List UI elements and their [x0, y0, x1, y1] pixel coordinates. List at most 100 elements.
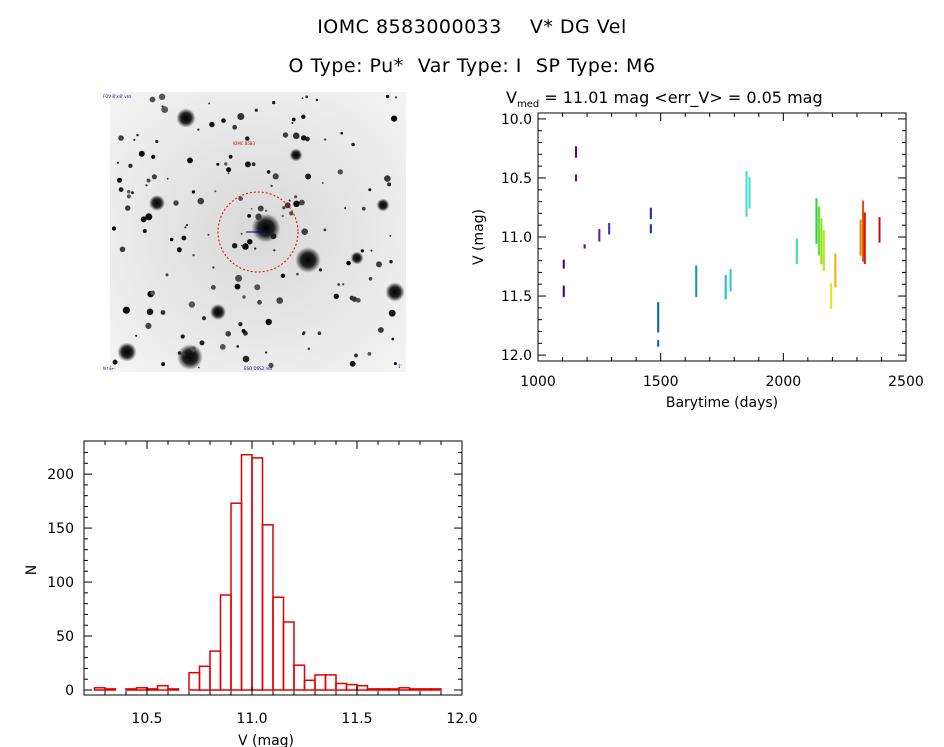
lc-point — [863, 233, 866, 236]
lc-point — [862, 231, 865, 234]
lc-point — [834, 281, 837, 284]
histogram-bar — [272, 596, 285, 691]
lc-point — [863, 247, 866, 250]
lc-point-group — [575, 174, 578, 182]
lc-point — [745, 196, 748, 199]
lc-point — [817, 243, 820, 246]
lc-point — [863, 220, 866, 223]
lc-point — [834, 265, 837, 268]
lc-point — [748, 192, 751, 195]
lc-point — [724, 291, 727, 294]
lc-point — [817, 237, 820, 240]
lc-point — [745, 187, 748, 190]
lc-point — [724, 296, 727, 299]
lc-point — [862, 249, 865, 252]
lc-point — [862, 211, 865, 214]
lc-point — [863, 230, 866, 233]
lc-point — [608, 229, 611, 232]
lc-point — [859, 253, 862, 256]
lc-point — [815, 199, 818, 202]
lc-point — [862, 217, 865, 220]
light-curve-ylabel: V (mag) — [471, 209, 487, 265]
star — [118, 187, 124, 193]
lc-point — [834, 282, 837, 285]
lc-point — [729, 277, 732, 280]
lc-point — [608, 224, 611, 227]
star — [384, 175, 391, 182]
star — [351, 296, 358, 302]
lc-point-group — [657, 302, 660, 333]
lc-point — [608, 223, 611, 226]
lc-point — [724, 286, 727, 289]
star — [237, 113, 245, 120]
lc-point — [878, 235, 881, 238]
star — [209, 121, 215, 128]
lc-point-group — [583, 244, 586, 249]
lc-point — [830, 291, 833, 294]
lc-point — [878, 224, 881, 227]
lc-point — [745, 200, 748, 203]
star — [151, 174, 157, 180]
lc-point — [608, 231, 611, 234]
lc-point — [817, 216, 820, 219]
lc-point — [820, 256, 823, 259]
star — [257, 299, 262, 305]
lc-point — [657, 330, 660, 333]
lc-point — [748, 181, 751, 184]
lc-point — [822, 230, 825, 233]
lc-point — [862, 256, 865, 259]
lc-point — [657, 314, 660, 317]
lc-point — [830, 294, 833, 297]
lc-point — [820, 240, 823, 243]
lc-point — [575, 152, 578, 155]
lc-point — [795, 250, 798, 253]
lc-point — [562, 259, 565, 262]
light-curve-title: Vmed = 11.01 mag <err_V> = 0.05 mag — [506, 88, 823, 110]
lc-point — [815, 227, 818, 230]
lc-point — [657, 343, 660, 346]
lc-point — [878, 232, 881, 235]
lc-point — [575, 154, 578, 157]
lc-point — [729, 289, 732, 292]
lc-point — [830, 288, 833, 291]
star — [166, 177, 169, 180]
lc-point — [695, 288, 698, 291]
star — [173, 200, 179, 206]
lc-point — [575, 155, 578, 158]
lc-point — [745, 195, 748, 198]
lc-point — [862, 237, 865, 240]
lc-point — [748, 199, 751, 202]
lc-point — [863, 246, 866, 249]
lc-point — [834, 263, 837, 266]
lc-point — [729, 270, 732, 273]
lc-point — [795, 252, 798, 255]
lc-point — [815, 206, 818, 209]
lc-point — [745, 175, 748, 178]
star — [161, 105, 164, 108]
lc-point — [862, 253, 865, 256]
lc-point — [859, 250, 862, 253]
star — [241, 329, 246, 333]
star — [265, 318, 272, 326]
lc-point — [817, 212, 820, 215]
star — [125, 205, 131, 211]
lc-ytick-label: 12.0 — [501, 348, 532, 364]
star — [351, 142, 355, 147]
lc-point — [862, 227, 865, 230]
lc-point — [834, 276, 837, 279]
lc-point — [834, 259, 837, 262]
lc-point — [795, 241, 798, 244]
star — [301, 97, 304, 99]
lc-point — [729, 280, 732, 283]
star — [276, 297, 284, 304]
lc-point — [820, 260, 823, 263]
lc-point — [562, 262, 565, 265]
lc-point — [745, 199, 748, 202]
star — [266, 170, 271, 174]
lc-point — [817, 215, 820, 218]
lc-point — [657, 306, 660, 309]
lc-point — [822, 259, 825, 262]
lc-point — [649, 225, 652, 228]
histogram-bar — [419, 688, 432, 691]
lc-point — [815, 220, 818, 223]
